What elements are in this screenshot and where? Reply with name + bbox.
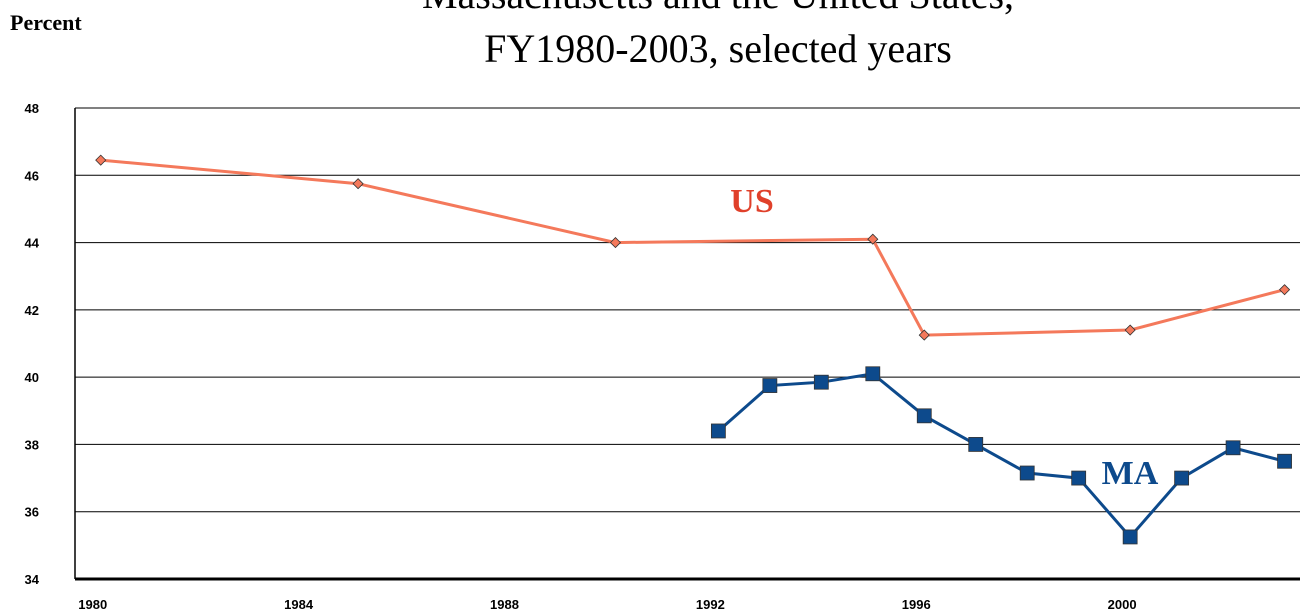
marker [1225, 440, 1241, 456]
marker [1019, 465, 1035, 481]
marker [352, 178, 364, 190]
y-tick-label: 40 [25, 370, 39, 385]
marker [916, 408, 932, 424]
series-line [100, 158, 1285, 337]
marker [609, 237, 622, 249]
marker [1277, 453, 1292, 469]
marker [1071, 470, 1087, 486]
y-tick-label: 48 [25, 101, 39, 116]
chart-title: FY1980-2003, selected years [484, 26, 952, 71]
x-tick-label: 1980 [78, 597, 107, 612]
x-tick-label: 1996 [902, 597, 931, 612]
marker [1278, 284, 1291, 296]
y-tick-label: 38 [25, 437, 39, 452]
marker [867, 233, 879, 245]
marker [813, 374, 829, 390]
marker [1124, 324, 1136, 336]
y-axis-label: Percent [10, 10, 82, 35]
series-label: US [730, 183, 773, 220]
x-tick-label: 1988 [490, 597, 519, 612]
marker [1174, 470, 1190, 486]
x-tick-label: 1984 [284, 597, 314, 612]
marker [95, 154, 107, 166]
y-tick-label: 46 [25, 168, 39, 183]
marker [918, 329, 930, 341]
marker [968, 437, 984, 452]
marker [710, 423, 726, 439]
x-tick-label: 1992 [696, 597, 725, 612]
y-tick-label: 44 [25, 236, 40, 251]
marker [1122, 529, 1138, 545]
chart-title: Massachusetts and the United States, [422, 0, 1014, 17]
y-tick-label: 36 [25, 505, 39, 520]
y-tick-label: 34 [25, 572, 40, 587]
marker [865, 366, 881, 382]
series-label: MA [1102, 455, 1159, 492]
series-line [717, 372, 1285, 540]
x-tick-label: 2000 [1108, 597, 1137, 612]
marker [762, 378, 778, 393]
y-tick-label: 42 [25, 303, 39, 318]
